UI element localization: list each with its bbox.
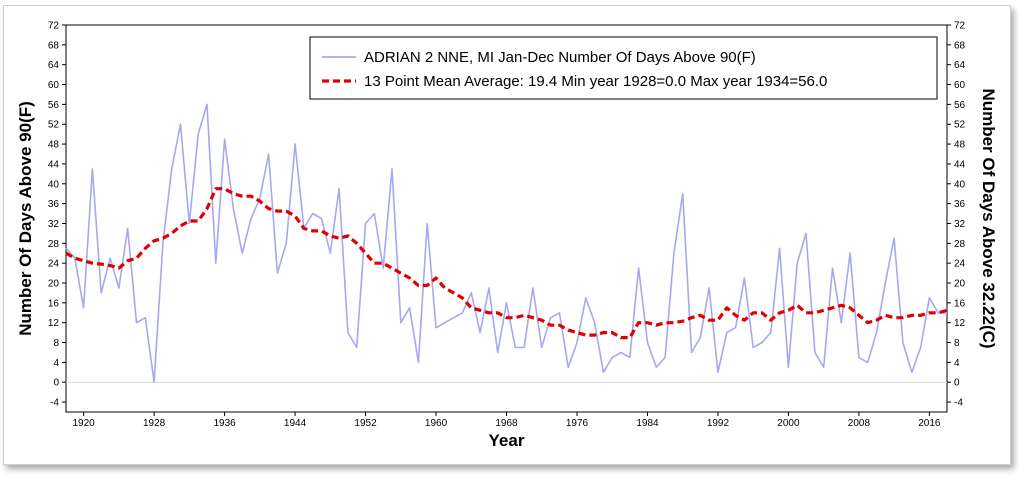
- y-tick-label-left: 68: [48, 40, 60, 51]
- legend-box: [309, 36, 938, 100]
- x-tick-label: 2016: [918, 418, 941, 429]
- x-tick-label: 2008: [848, 418, 871, 429]
- x-tick-label: 1936: [213, 418, 236, 429]
- y-tick-label-left: 4: [53, 358, 59, 369]
- y-tick-label-left: 72: [48, 21, 60, 32]
- x-tick-label: 1944: [284, 418, 307, 429]
- y-tick-label-left: 52: [48, 120, 60, 131]
- x-tick-label: 1976: [566, 418, 589, 429]
- y-tick-label-right: 44: [954, 159, 966, 170]
- y-tick-label-left: 16: [48, 298, 60, 309]
- y-tick-label-left: -4: [50, 398, 59, 409]
- y-tick-label-right: 60: [954, 80, 966, 91]
- y-tick-label-right: 28: [954, 239, 966, 250]
- y-tick-label-left: 8: [53, 338, 59, 349]
- y-tick-label-right: 40: [954, 179, 966, 190]
- y-tick-label-right: 36: [954, 199, 966, 210]
- y-tick-label-right: 48: [954, 140, 966, 151]
- annual-days-series-line: [65, 103, 947, 383]
- y-tick-label-left: 24: [48, 259, 60, 270]
- y-tick-label-right: 0: [954, 378, 960, 389]
- mean-series-line: [65, 187, 948, 340]
- x-axis-title: Year: [489, 431, 525, 450]
- y-tick-label-right: 12: [954, 318, 966, 329]
- y-tick-label-right: 16: [954, 298, 966, 309]
- x-tick-label: 1984: [636, 418, 659, 429]
- y-tick-label-left: 60: [48, 80, 60, 91]
- y-tick-label-left: 28: [48, 239, 60, 250]
- legend-label-mean: 13 Point Mean Average: 19.4 Min year 192…: [364, 73, 827, 90]
- y-tick-label-right: 56: [954, 100, 966, 111]
- legend-label-annual: ADRIAN 2 NNE, MI Jan-Dec Number Of Days …: [364, 49, 756, 66]
- y-tick-label-right: 72: [954, 21, 966, 32]
- x-tick-label: 1928: [143, 418, 166, 429]
- x-tick-label: 2000: [777, 418, 800, 429]
- y-tick-label-right: 32: [954, 219, 966, 230]
- y-tick-label-left: 64: [48, 60, 60, 71]
- x-tick-label: 1920: [72, 418, 95, 429]
- x-tick-label: 1952: [354, 418, 377, 429]
- y-tick-label-left: 44: [48, 159, 60, 170]
- y-tick-label-left: 0: [53, 378, 59, 389]
- x-tick-label: 1968: [495, 418, 518, 429]
- y-tick-label-right: 52: [954, 120, 966, 131]
- y-tick-label-right: 20: [954, 279, 966, 290]
- y-tick-label-right: 8: [954, 338, 960, 349]
- y-tick-label-left: 56: [48, 100, 60, 111]
- y-tick-label-right: -4: [954, 398, 963, 409]
- y-axis-title-right: Number Of Days Above 32.22(C): [979, 88, 998, 348]
- y-axis-title-left: Number Of Days Above 90(F): [16, 101, 35, 336]
- y-tick-label-left: 40: [48, 179, 60, 190]
- y-tick-label-left: 36: [48, 199, 60, 210]
- chart-frame: -4 -4 0 0 4 4 8 8 12 12 16 16 20 20 24 24 28 28 32 32 36 36 40…: [3, 5, 1011, 465]
- x-tick-label: 1960: [425, 418, 448, 429]
- y-tick-label-right: 64: [954, 60, 966, 71]
- y-tick-label-right: 68: [954, 40, 966, 51]
- y-tick-label-left: 32: [48, 219, 60, 230]
- y-tick-label-right: 4: [954, 358, 960, 369]
- x-tick-label: 1992: [707, 418, 730, 429]
- y-tick-label-left: 12: [48, 318, 60, 329]
- y-tick-label-left: 20: [48, 279, 60, 290]
- y-tick-label-right: 24: [954, 259, 966, 270]
- y-tick-label-left: 48: [48, 140, 60, 151]
